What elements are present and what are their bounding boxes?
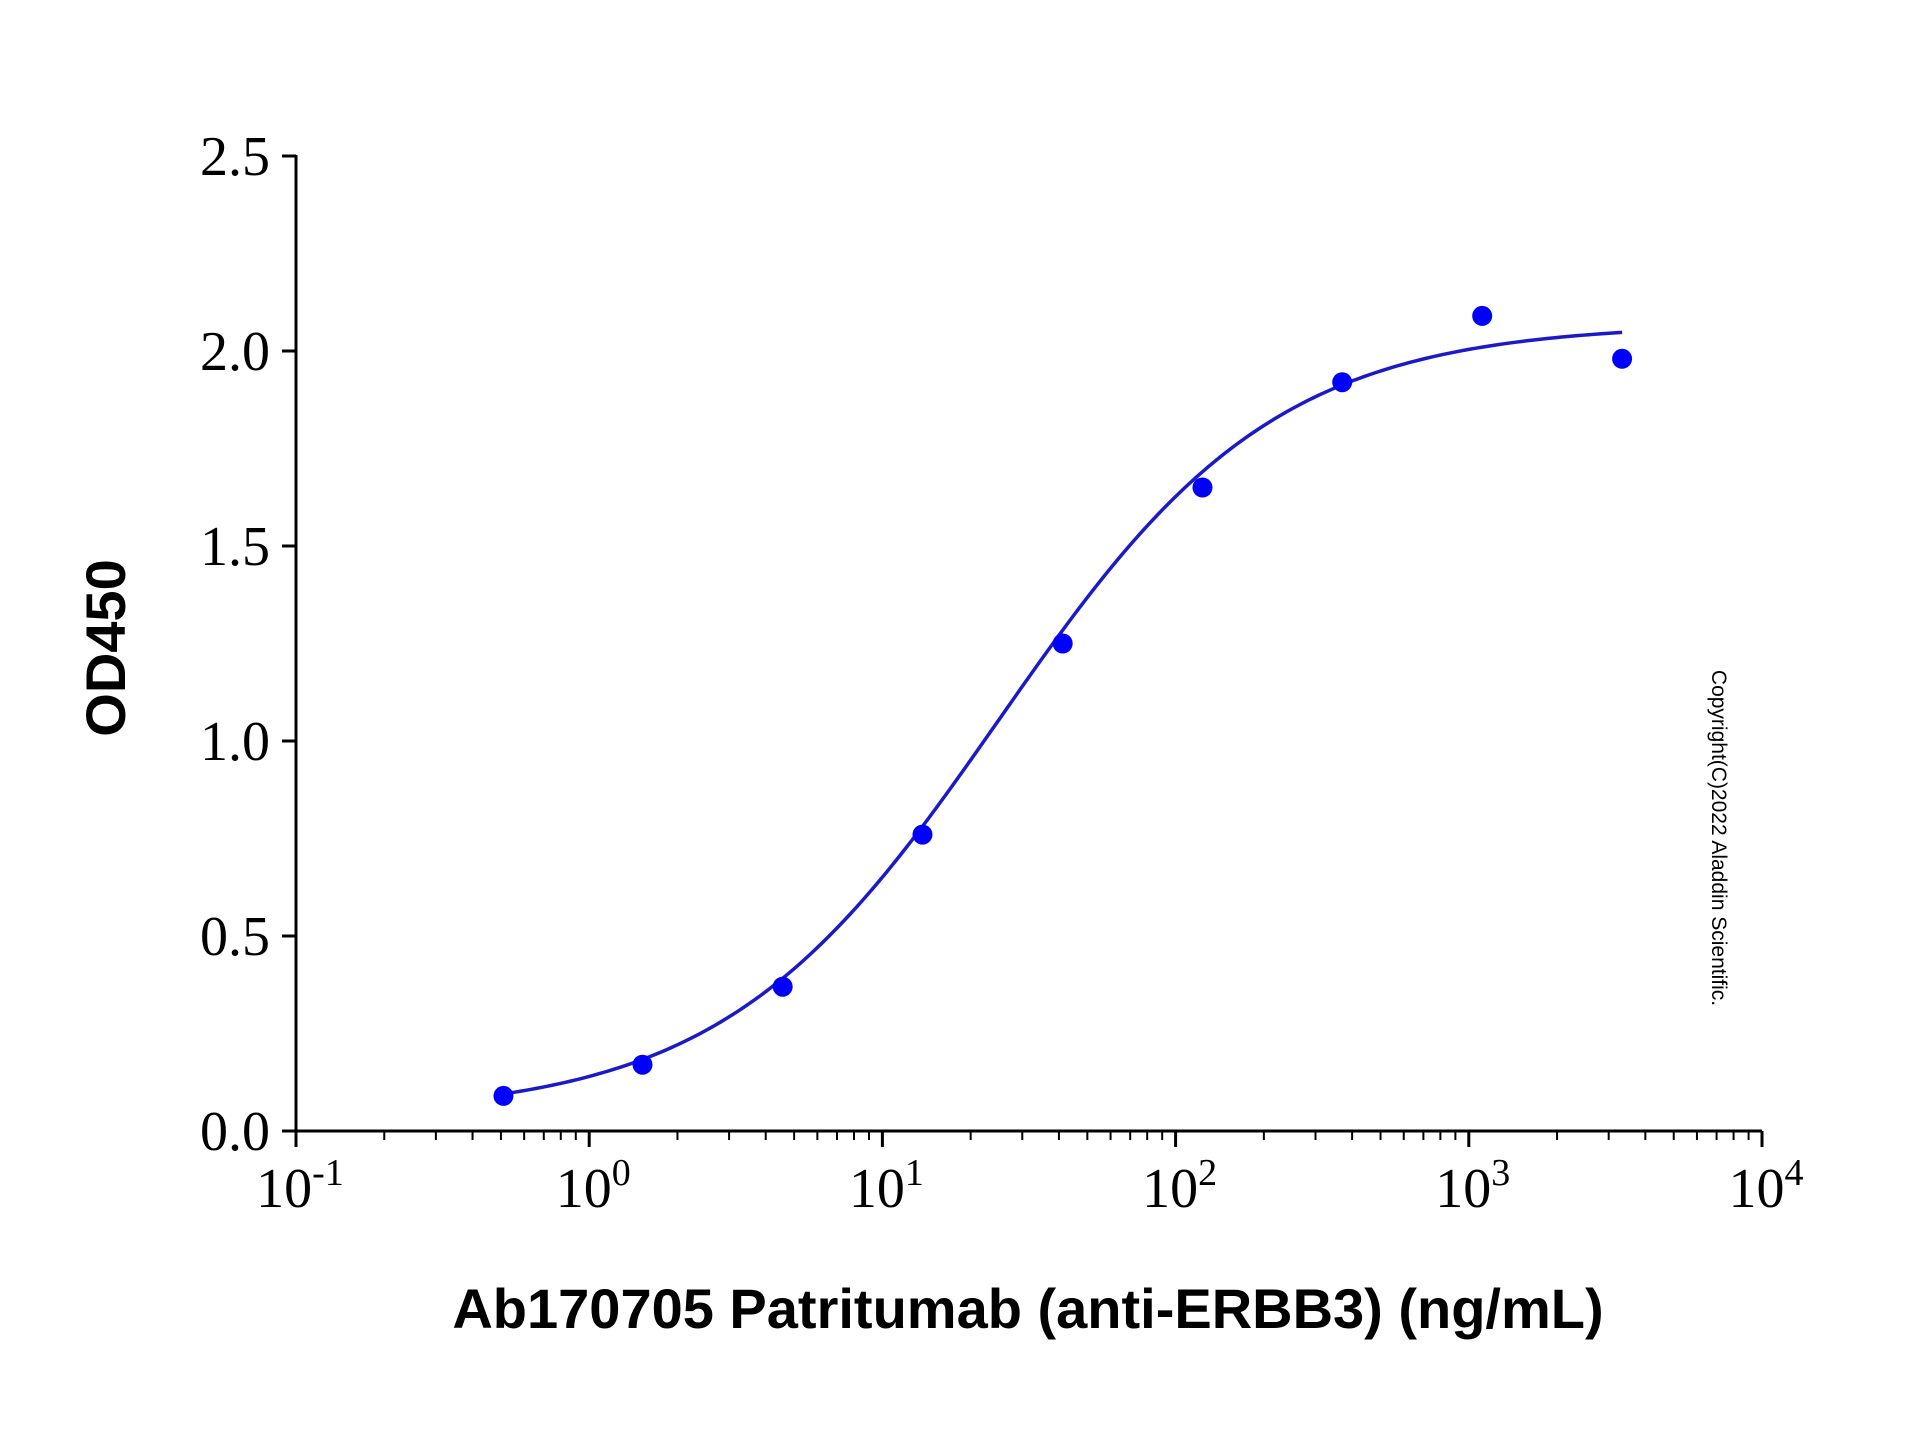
- x-tick-label: 101: [849, 1152, 924, 1220]
- data-point: [1192, 477, 1213, 498]
- fit-line: [503, 330, 1623, 1096]
- x-tick-label: 100: [556, 1152, 631, 1220]
- data-point: [493, 1085, 514, 1106]
- y-tick-label: 1.5: [200, 516, 270, 578]
- data-point: [772, 976, 793, 997]
- y-tick-label: 1.0: [200, 711, 270, 773]
- y-tick-label: 2.0: [200, 321, 270, 383]
- x-tick-label: 104: [1729, 1152, 1804, 1220]
- x-tick-label: 102: [1142, 1152, 1217, 1220]
- data-point: [632, 1054, 653, 1075]
- y-axis-ticks: 0.0 0.5 1.0 1.5 2.0 2.5: [200, 126, 296, 1163]
- x-axis-ticks: 10-1 100 101 102 103 104: [256, 1131, 1804, 1220]
- x-axis-title: Ab170705 Patritumab (anti-ERBB3) (ng/mL): [452, 1277, 1603, 1340]
- data-point: [1612, 348, 1633, 369]
- y-tick-label: 2.5: [200, 126, 270, 188]
- x-tick-label: 10-1: [256, 1152, 344, 1220]
- fit-curve: [503, 330, 1623, 1096]
- data-point: [1052, 633, 1073, 654]
- x-tick-label: 103: [1435, 1152, 1510, 1220]
- y-axis-title: OD450: [74, 559, 137, 736]
- y-tick-label: 0.0: [200, 1101, 270, 1163]
- data-point: [1472, 305, 1493, 326]
- y-tick-label: 0.5: [200, 906, 270, 968]
- data-points: [493, 305, 1633, 1106]
- copyright-note: Copyright(C)2022 Aladdin Scientific.: [1707, 670, 1730, 1006]
- data-point: [912, 824, 933, 845]
- data-point: [1332, 372, 1353, 393]
- axes: [294, 155, 1762, 1133]
